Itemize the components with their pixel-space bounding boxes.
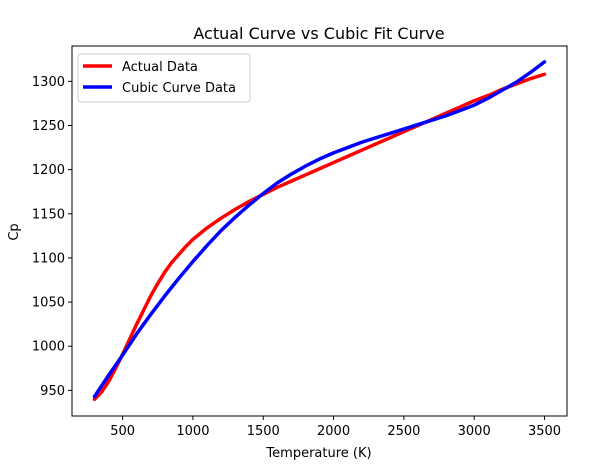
y-tick-label: 1100 [32,251,65,266]
x-tick-label: 3000 [458,424,491,439]
chart-title: Actual Curve vs Cubic Fit Curve [193,24,444,43]
x-tick-label: 500 [110,424,135,439]
x-axis-label: Temperature (K) [265,446,371,461]
series-line-1 [92,60,547,399]
y-tick-label: 950 [40,384,65,399]
y-axis-label: Cp [7,223,22,240]
y-tick-label: 1300 [32,75,65,90]
legend-label-0: Actual Data [122,60,198,75]
legend: Actual Data Cubic Curve Data [77,53,251,103]
x-tick-label: 2500 [387,424,420,439]
x-tick-label: 1500 [247,424,280,439]
x-tick-label: 2000 [317,424,350,439]
plot-frame [71,45,568,417]
y-tick-label: 1150 [32,207,65,222]
ticks-layer: 500 1000 1500 2000 2500 3000 3500 950 1000 1050 11… [32,75,561,439]
legend-box [77,53,251,103]
series-line-0 [92,72,547,401]
y-tick-label: 1000 [32,340,65,355]
series-layer [92,60,547,401]
x-tick-label: 3500 [528,424,561,439]
y-tick-label: 1200 [32,163,65,178]
x-tick-label: 1000 [176,424,209,439]
legend-label-1: Cubic Curve Data [122,81,236,96]
y-tick-label: 1250 [32,119,65,134]
y-tick-label: 1050 [32,296,65,311]
